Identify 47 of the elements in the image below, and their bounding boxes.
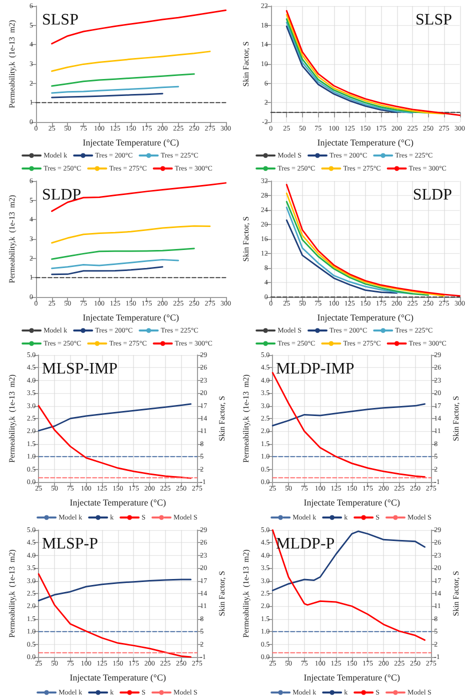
chart-title: SLDP (412, 186, 452, 203)
x-axis-title: Injectate Temperature (°C) (82, 138, 180, 148)
line-series (51, 266, 164, 275)
chart-title: SLDP (42, 186, 82, 203)
line-series (272, 528, 426, 640)
y-axis-title: Permeability,k (1e-13 m2) (8, 194, 16, 283)
line-series (51, 247, 195, 260)
line-series (286, 206, 414, 294)
line-series (38, 403, 192, 432)
chart-title: MLSP-P (42, 535, 98, 552)
line-series (286, 183, 460, 296)
chart-title: SLSP (42, 12, 79, 28)
line-series (272, 372, 426, 478)
x-axis-title: Injectate Temperature (°C) (304, 672, 400, 682)
y-axis-title: Permeability,k (1e-13 m2) (242, 548, 250, 638)
chart-title: MLSP-IMP (42, 360, 118, 378)
x-axis-title: Injectate Temperature (°C) (304, 498, 400, 508)
y-axis-title: Permeability,k (1e-13 m2) (8, 374, 16, 463)
y2-axis-title: Skin Factor, S (218, 396, 226, 442)
y-axis-title: Skin Factor, S (242, 216, 250, 262)
y-axis-title: Permeability,k (1e-13 m2) (242, 374, 250, 463)
line-series (51, 50, 211, 72)
y2-axis-title: Skin Factor, S (452, 570, 460, 616)
x-axis-title: Injectate Temperature (°C) (70, 498, 166, 508)
line-series (51, 86, 180, 94)
line-series (286, 26, 398, 114)
y2-axis-title: Skin Factor, S (218, 570, 226, 616)
x-axis-title: Injectate Temperature (°C) (70, 672, 166, 682)
line-series (38, 405, 192, 479)
line-series (272, 530, 426, 591)
chart-title: SLSP (416, 12, 452, 28)
line-series (286, 200, 430, 296)
x-axis-title: Injectate Temperature (°C) (317, 312, 414, 322)
y-axis-title: Permeability,k (1e-13 m2) (8, 20, 16, 108)
y-axis-title: Permeability,k (1e-13 m2) (8, 548, 16, 638)
chart-title: MLDP-IMP (276, 360, 354, 378)
line-series (38, 578, 192, 601)
line-series (51, 224, 211, 244)
line-series (272, 403, 426, 426)
line-series (51, 73, 195, 87)
line-series (286, 218, 398, 294)
y2-axis-title: Skin Factor, S (452, 396, 460, 442)
x-axis-title: Injectate Temperature (°C) (82, 312, 180, 322)
line-series (51, 258, 180, 269)
line-series (38, 572, 192, 658)
x-axis-title: Injectate Temperature (°C) (317, 138, 414, 148)
y-axis-title: Skin Factor, S (242, 41, 250, 87)
